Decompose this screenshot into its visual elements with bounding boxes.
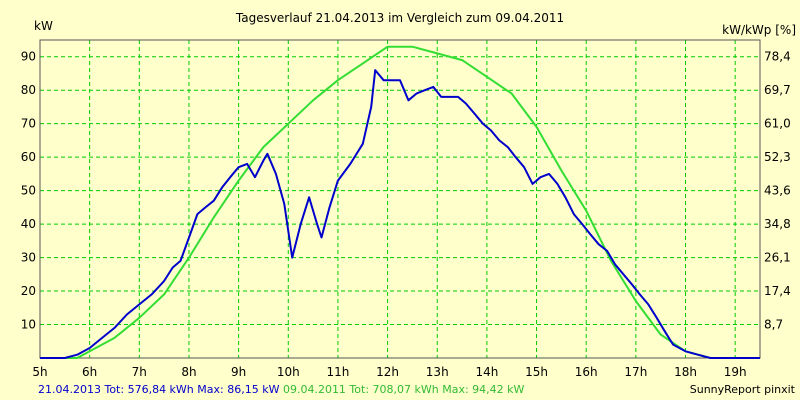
legend-series-1: 21.04.2013 Tot: 576,84 kWh Max: 86,15 kW <box>38 383 280 396</box>
y-tick-label-right: 17,4 <box>764 284 791 298</box>
x-tick-label: 19h <box>724 365 747 379</box>
y-tick-label-left: 50 <box>21 184 36 198</box>
y-axis-label-left: kW <box>34 19 53 33</box>
legend-series-2: 09.04.2011 Tot: 708,07 kWh Max: 94,42 kW <box>282 383 525 396</box>
x-tick-label: 8h <box>181 365 196 379</box>
x-tick-label: 9h <box>231 365 246 379</box>
legend: 21.04.2013 Tot: 576,84 kWh Max: 86,15 kW… <box>38 383 524 396</box>
y-tick-label-left: 30 <box>21 251 36 265</box>
x-tick-label: 11h <box>326 365 349 379</box>
y-tick-label-left: 10 <box>21 318 36 332</box>
y-tick-label-left: 90 <box>21 50 36 64</box>
series-layer <box>40 45 760 359</box>
x-tick-label: 18h <box>674 365 697 379</box>
y-tick-label-right: 61,0 <box>764 117 791 131</box>
x-tick-label: 14h <box>475 365 498 379</box>
y-tick-label-right: 69,7 <box>764 83 791 97</box>
credit-text: SunnyReport pinxit <box>689 383 795 396</box>
series-line-1 <box>40 69 760 359</box>
grid <box>40 40 760 358</box>
y-ticks-left: 10 20 30 40 50 60 70 80 90 <box>21 50 36 332</box>
chart-title: Tagesverlauf 21.04.2013 im Vergleich zum… <box>235 11 564 25</box>
series-line-2 <box>40 45 760 359</box>
x-tick-label: 13h <box>426 365 449 379</box>
x-tick-label: 7h <box>132 365 147 379</box>
y-tick-label-left: 80 <box>21 83 36 97</box>
y-tick-label-right: 26,1 <box>764 251 791 265</box>
x-tick-label: 17h <box>624 365 647 379</box>
x-tick-label: 5h <box>32 365 47 379</box>
x-tick-label: 16h <box>575 365 598 379</box>
x-tick-label: 15h <box>525 365 548 379</box>
y-axis-label-right: kW/kWp [%] <box>722 23 796 37</box>
y-tick-label-right: 52,3 <box>764 150 791 164</box>
y-tick-label-right: 43,6 <box>764 184 791 198</box>
y-tick-label-left: 70 <box>21 117 36 131</box>
y-tick-label-left: 20 <box>21 284 36 298</box>
x-tick-label: 10h <box>277 365 300 379</box>
x-tick-label: 6h <box>82 365 97 379</box>
y-tick-label-right: 8,7 <box>764 318 783 332</box>
x-ticks: 5h 6h 7h 8h 9h 10h 11h 12h 13h 14h 15h 16h 17h 18h 19h <box>32 365 746 379</box>
y-ticks-right: 8,7 17,4 26,1 34,8 43,6 52,3 61,0 69,7 78,4 <box>764 50 791 332</box>
x-tick-label: 12h <box>376 365 399 379</box>
plot-frame <box>39 39 761 359</box>
y-tick-label-left: 40 <box>21 217 36 231</box>
y-tick-label-right: 78,4 <box>764 50 791 64</box>
y-tick-label-left: 60 <box>21 150 36 164</box>
y-tick-label-right: 34,8 <box>764 217 791 231</box>
